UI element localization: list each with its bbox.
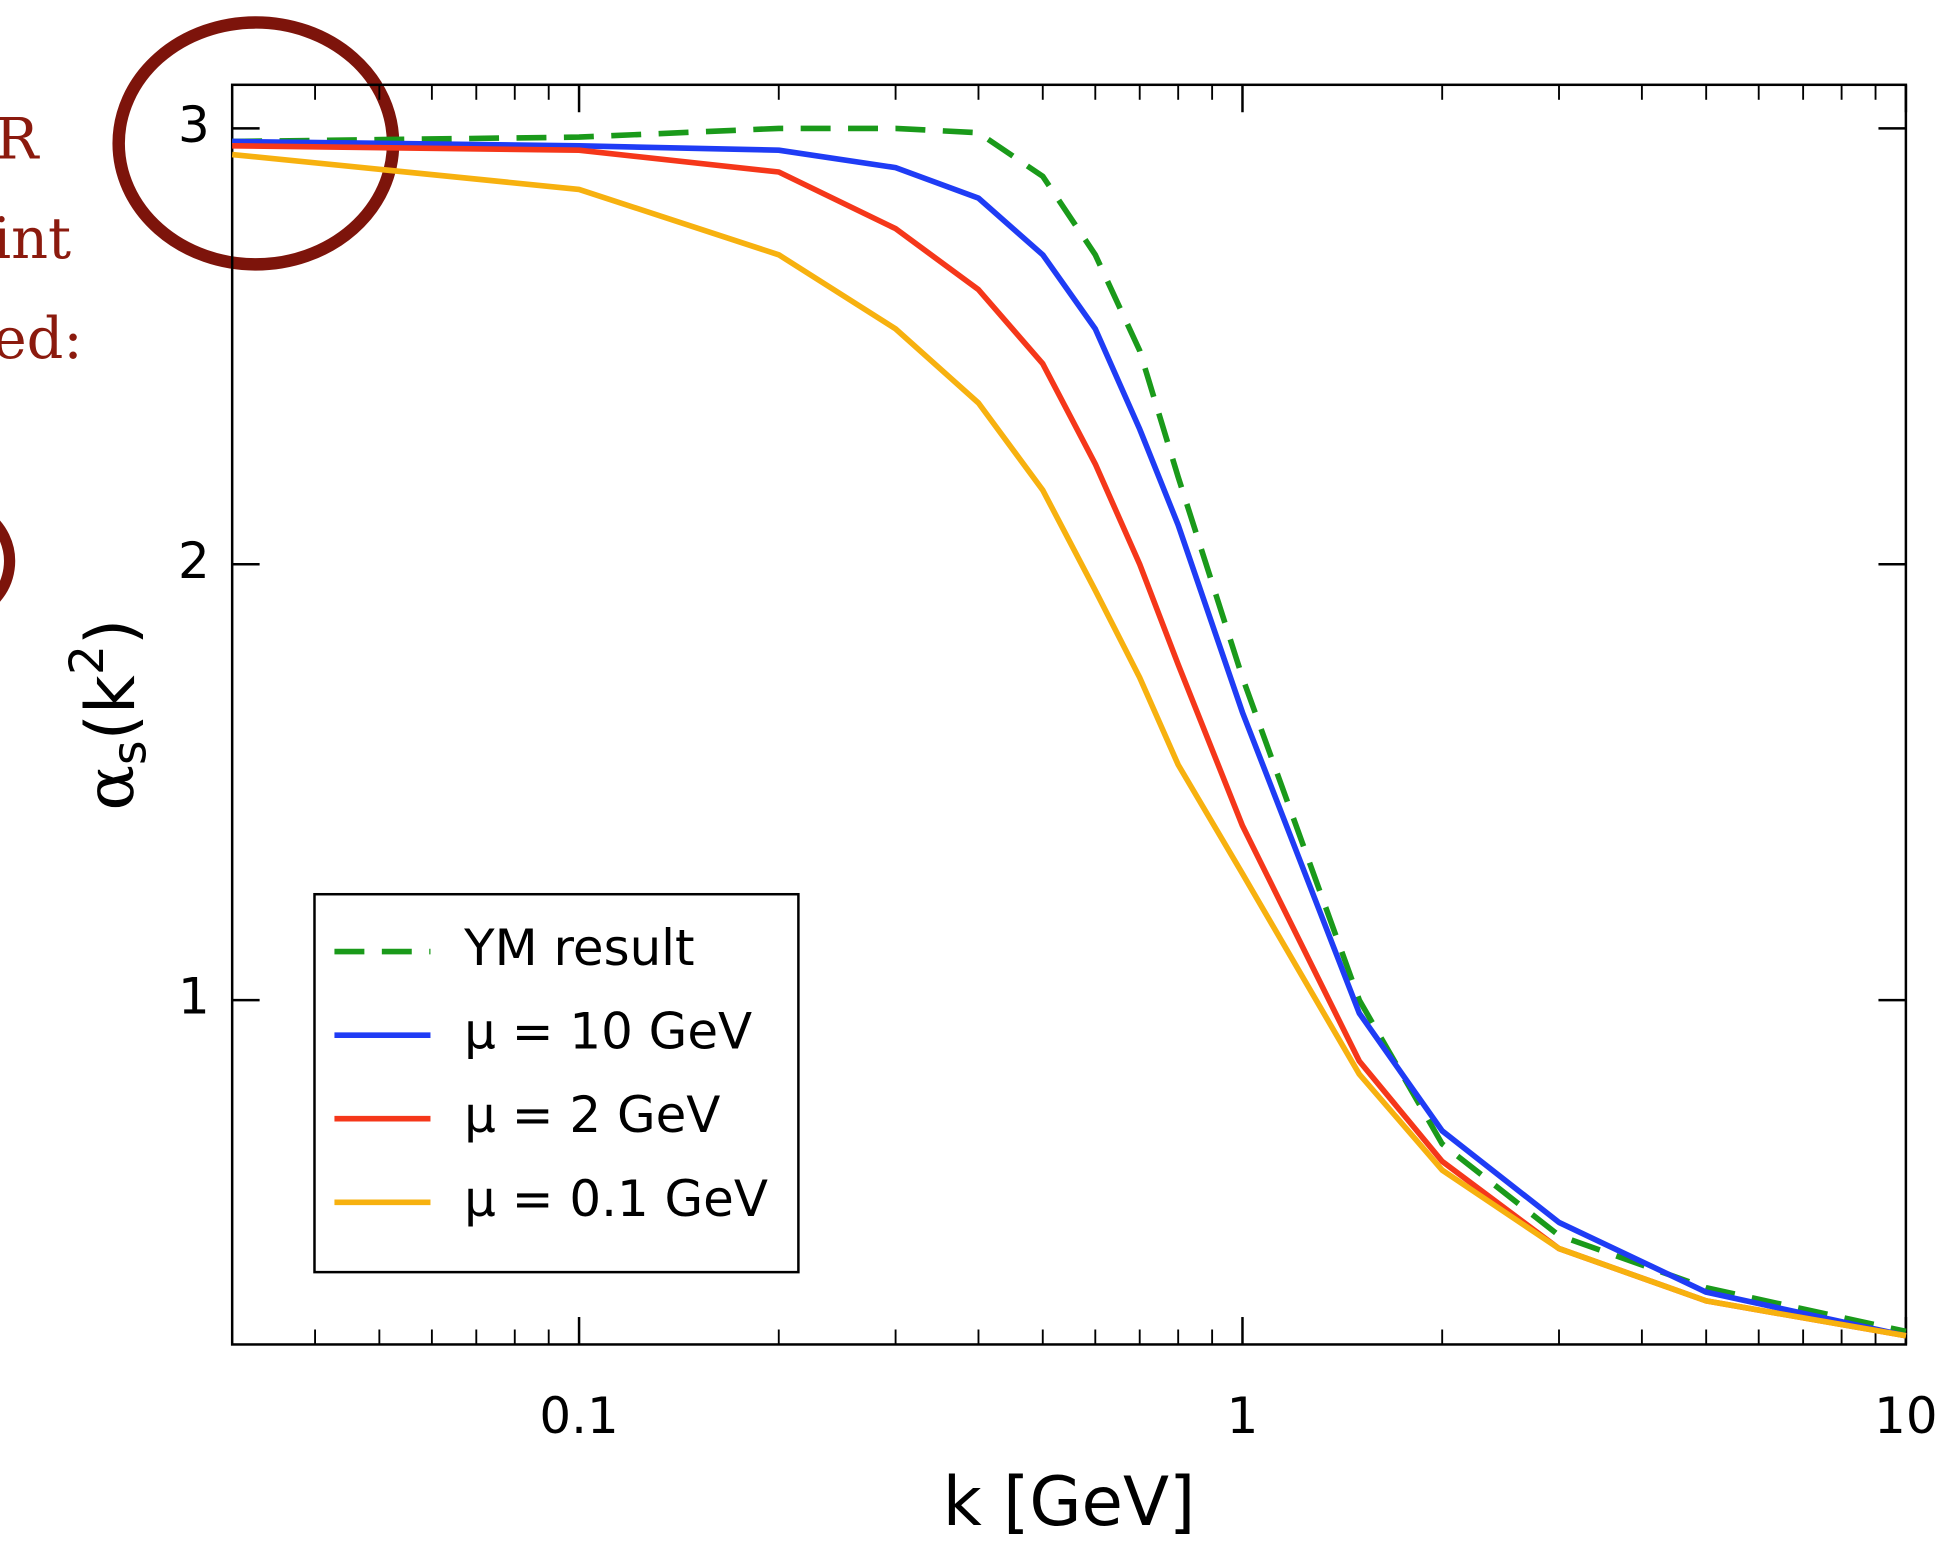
y-label-part: α xyxy=(69,765,148,810)
legend-label: μ = 10 GeV xyxy=(464,1003,752,1061)
y-label-part: ) xyxy=(70,619,149,645)
x-axis-label: k [GeV] xyxy=(943,1462,1196,1541)
legend-label: YM result xyxy=(463,919,694,977)
y-tick-label: 3 xyxy=(178,96,210,154)
plot-frame xyxy=(230,83,1908,1346)
series-line xyxy=(231,151,1907,1339)
legend: YM result μ = 10 GeV μ = 2 GeV μ = 0.1 GeV xyxy=(313,892,800,1274)
x-tick-label: 10 xyxy=(1874,1387,1937,1445)
legend-frame xyxy=(313,892,800,1274)
y-tick-label: 1 xyxy=(178,968,210,1026)
series-line xyxy=(232,125,1907,1335)
x-tick-label: 1 xyxy=(1227,1387,1259,1445)
y-label-part: s xyxy=(102,740,157,765)
side-text: int xyxy=(0,205,71,272)
side-text: ed: xyxy=(0,305,83,372)
y-label-part: 2 xyxy=(60,645,115,675)
series-line xyxy=(232,138,1907,1339)
y-axis-label: αs(k2) xyxy=(60,619,157,811)
y-label-part: (k xyxy=(70,675,149,740)
side-text: R xyxy=(0,105,40,172)
legend-label: μ = 0.1 GeV xyxy=(464,1170,768,1228)
x-tick-label: 0.1 xyxy=(539,1387,618,1445)
legend-label: μ = 2 GeV xyxy=(464,1086,720,1144)
annotation-circle xyxy=(0,520,16,602)
y-tick-label: 2 xyxy=(178,532,210,590)
